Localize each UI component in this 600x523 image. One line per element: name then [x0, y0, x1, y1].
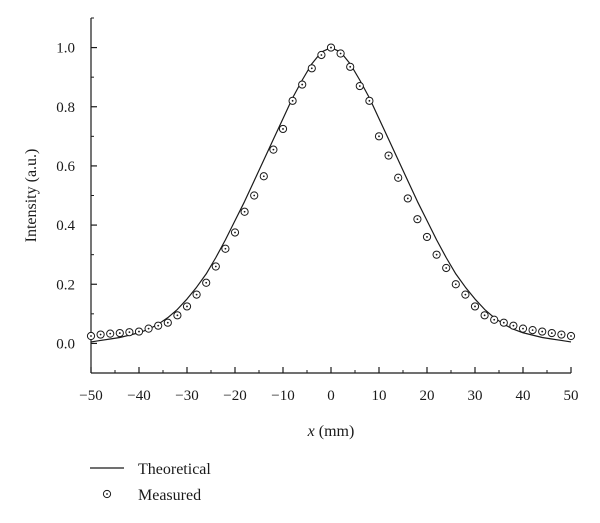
data-point-measured — [480, 311, 489, 320]
x-tick-label: −30 — [175, 388, 198, 404]
data-point-measured — [173, 311, 182, 320]
data-point-measured — [240, 207, 249, 216]
data-point-measured — [298, 80, 307, 89]
data-point-measured — [336, 49, 345, 58]
axes — [90, 18, 571, 374]
data-point-measured — [211, 262, 220, 271]
data-point-measured — [413, 215, 422, 224]
series-line-theoretical — [90, 46, 572, 343]
data-point-measured — [230, 228, 240, 237]
y-tick-label: 1.0 — [56, 41, 75, 57]
data-point-measured — [269, 145, 278, 154]
data-point-measured — [125, 328, 134, 337]
data-point-measured — [442, 263, 451, 273]
data-point-measured — [317, 50, 326, 60]
data-point-measured — [470, 302, 480, 311]
data-point-measured — [96, 330, 105, 339]
y-axis-title: Intensity (a.u.) — [23, 149, 40, 243]
data-point-measured — [538, 327, 547, 336]
data-point-measured — [134, 327, 144, 336]
x-tick-label: −50 — [79, 388, 102, 404]
data-point-measured — [307, 64, 316, 73]
data-point-measured — [86, 331, 96, 341]
data-point-measured — [384, 151, 393, 160]
legend-label-measured: Measured — [138, 487, 201, 504]
data-point-measured — [461, 290, 470, 299]
data-point-measured — [346, 62, 355, 71]
data-point-measured — [499, 318, 508, 327]
data-point-measured — [115, 328, 124, 338]
data-point-measured — [154, 321, 163, 330]
x-tick-label: 50 — [564, 388, 579, 404]
x-tick-label: 40 — [516, 388, 531, 404]
y-tick-label: 0.2 — [56, 277, 75, 293]
data-point-measured — [202, 278, 211, 287]
x-axis-title: x (mm) — [307, 423, 355, 440]
x-tick-label: 20 — [420, 388, 435, 404]
data-point-measured — [259, 172, 268, 181]
y-tick-label: 0.8 — [56, 100, 75, 116]
data-point-measured — [566, 331, 576, 341]
data-point-measured — [547, 328, 556, 338]
x-axis-unit: (mm) — [315, 423, 355, 440]
legend-swatch-measured — [102, 489, 112, 499]
data-point-measured — [288, 96, 297, 105]
x-tick-label: −40 — [127, 388, 150, 404]
x-tick-label: −20 — [223, 388, 246, 404]
x-ticks: −50 −40 −30 −20 −10 0 10 20 30 40 50 — [79, 367, 579, 404]
data-point-measured — [163, 318, 172, 327]
data-point-measured — [374, 132, 384, 141]
y-ticks: 0.0 0.2 0.4 0.6 0.8 1.0 — [56, 17, 97, 374]
data-point-measured — [490, 315, 499, 324]
data-point-measured — [432, 250, 441, 259]
data-point-measured — [528, 326, 537, 335]
data-point-measured — [394, 173, 403, 182]
legend-label-theoretical: Theoretical — [138, 461, 211, 478]
data-point-measured — [355, 81, 364, 91]
data-point-measured — [144, 324, 153, 333]
series — [86, 43, 576, 343]
data-point-measured — [278, 124, 288, 134]
x-axis-variable: x — [307, 423, 315, 440]
data-point-measured — [192, 290, 201, 299]
data-point-measured — [221, 244, 230, 253]
data-point-measured — [403, 194, 412, 203]
data-point-measured — [365, 96, 374, 105]
data-point-measured — [182, 302, 192, 311]
data-point-measured — [106, 329, 115, 338]
y-tick-label: 0.4 — [56, 218, 75, 234]
x-tick-label: 30 — [468, 388, 483, 404]
data-point-measured — [326, 43, 336, 52]
data-point-measured — [557, 330, 566, 339]
data-point-measured — [250, 191, 259, 200]
data-point-measured — [451, 280, 460, 289]
data-point-measured — [422, 232, 432, 242]
y-tick-label: 0.0 — [56, 336, 75, 352]
x-tick-label: 0 — [327, 388, 335, 404]
x-tick-label: 10 — [372, 388, 387, 404]
y-tick-label: 0.6 — [56, 159, 75, 175]
data-point-measured — [509, 321, 518, 330]
x-tick-label: −10 — [271, 388, 294, 404]
legend: Theoretical Measured — [90, 461, 211, 504]
data-point-measured — [518, 324, 528, 333]
